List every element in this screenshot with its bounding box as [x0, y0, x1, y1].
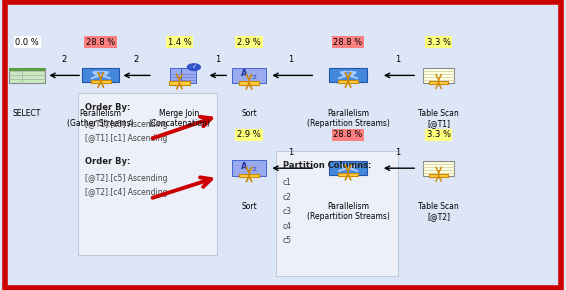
Bar — [232, 68, 266, 83]
Bar — [78, 93, 217, 255]
Text: Z: Z — [253, 167, 257, 173]
Bar — [430, 174, 448, 177]
Text: 2.9 %: 2.9 % — [237, 130, 261, 139]
Circle shape — [187, 64, 200, 70]
Text: 28.8 %: 28.8 % — [333, 37, 363, 47]
Text: Order By:: Order By: — [85, 103, 130, 112]
Text: Parallelism
(Gather Streams): Parallelism (Gather Streams) — [67, 109, 134, 128]
Text: c3: c3 — [283, 207, 292, 216]
Text: 1: 1 — [288, 148, 293, 157]
Bar — [239, 81, 259, 85]
Text: 0.0 %: 0.0 % — [15, 37, 39, 47]
Bar — [170, 68, 186, 83]
Text: [@T2].[c5] Ascending: [@T2].[c5] Ascending — [85, 174, 168, 183]
Text: 1: 1 — [395, 55, 401, 64]
Text: 28.8 %: 28.8 % — [333, 130, 363, 139]
Text: SELECT: SELECT — [13, 109, 41, 118]
Text: [@T1].[c1] Ascending: [@T1].[c1] Ascending — [85, 134, 168, 143]
Text: Z: Z — [253, 75, 257, 80]
Text: Table Scan
[@T1]: Table Scan [@T1] — [418, 109, 459, 128]
Bar — [181, 68, 196, 83]
Text: Order By:: Order By: — [85, 157, 130, 166]
Bar — [9, 68, 45, 71]
Text: A: A — [241, 162, 247, 171]
Bar — [82, 68, 119, 82]
Text: c2: c2 — [283, 193, 292, 202]
Bar — [423, 68, 454, 83]
Text: c1: c1 — [283, 178, 292, 187]
Text: ✓: ✓ — [191, 65, 196, 70]
Text: Sort: Sort — [241, 109, 257, 118]
Text: Merge Join
(Concatenation): Merge Join (Concatenation) — [148, 109, 211, 128]
Text: Sort: Sort — [241, 202, 257, 211]
Text: 2: 2 — [61, 55, 67, 64]
Text: [@T1].[c5] Ascending: [@T1].[c5] Ascending — [85, 120, 168, 129]
Text: 2.9 %: 2.9 % — [237, 37, 261, 47]
Bar — [91, 80, 111, 83]
Text: Parallelism
(Repartition Streams): Parallelism (Repartition Streams) — [307, 109, 389, 128]
Text: 28.8 %: 28.8 % — [86, 37, 115, 47]
Text: c5: c5 — [283, 236, 292, 245]
Bar — [9, 68, 45, 83]
Bar — [232, 160, 266, 176]
Text: Partition Columns:: Partition Columns: — [283, 161, 371, 170]
Bar — [276, 151, 398, 276]
Text: c4: c4 — [283, 222, 292, 231]
Bar — [423, 161, 454, 176]
Text: Table Scan
[@T2]: Table Scan [@T2] — [418, 202, 459, 221]
Bar — [329, 161, 367, 175]
Bar — [430, 81, 448, 84]
Text: 2: 2 — [133, 55, 139, 64]
Bar — [329, 68, 367, 82]
Bar — [239, 174, 259, 177]
Text: 3.3 %: 3.3 % — [427, 130, 451, 139]
Bar — [338, 80, 358, 83]
Text: [@T2].[c4] Ascending: [@T2].[c4] Ascending — [85, 188, 168, 197]
Text: 1: 1 — [395, 148, 401, 157]
Text: 3.3 %: 3.3 % — [427, 37, 451, 47]
Text: 1.4 %: 1.4 % — [168, 37, 191, 47]
Text: 1: 1 — [215, 55, 221, 64]
Bar — [169, 81, 190, 85]
Text: 1: 1 — [288, 55, 293, 64]
Text: A: A — [241, 69, 247, 78]
Text: Parallelism
(Repartition Streams): Parallelism (Repartition Streams) — [307, 202, 389, 221]
Bar — [338, 173, 358, 176]
